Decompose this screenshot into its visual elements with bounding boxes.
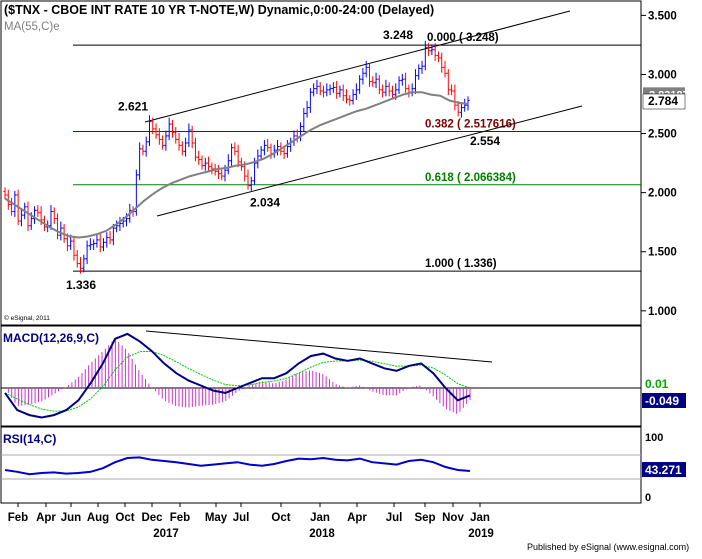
macd-trend-line: [145, 330, 493, 363]
x-tick-label: Jul: [233, 512, 250, 524]
fib-level-label: 0.000 ( 3.248): [427, 32, 499, 44]
x-tick-label: May: [205, 512, 228, 524]
x-tick-label: Feb: [170, 512, 190, 524]
y-tick-label: 3.000: [648, 69, 677, 81]
price-axis: 3.5003.0002.5002.0001.5001.0002.8318732.…: [641, 10, 695, 318]
x-tick-label: Jun: [61, 512, 81, 524]
last-price-box: [642, 93, 686, 110]
price-annotation: 1.336: [66, 278, 96, 292]
macd-panel: [0, 325, 642, 427]
macd-value: -0.049: [645, 394, 679, 408]
x-tick-label: Oct: [115, 512, 134, 524]
price-annotation: 2.554: [470, 134, 500, 148]
macd-signal-line: [4, 350, 471, 412]
x-year-label: 2019: [468, 528, 494, 540]
macd-line: [4, 332, 471, 419]
y-tick-label: 1.500: [648, 247, 677, 259]
x-tick-label: Apr: [347, 512, 367, 524]
rsi-tick-label: 100: [645, 432, 663, 444]
x-tick-label: Jul: [386, 512, 403, 524]
y-tick-label: 2.500: [648, 129, 677, 141]
footer-credit: Published by eSignal (www.esignal.com): [527, 542, 689, 552]
rsi-tick-label: 0: [645, 492, 651, 504]
price-panel: [0, 0, 642, 326]
y-tick-label: 3.500: [648, 10, 677, 22]
rsi-value-box: [642, 462, 686, 478]
time-axis: Feb Apr Jun Aug Oct Dec Feb May Jul Oct Jan Apr Jul S…: [8, 503, 494, 540]
x-tick-label: Jan: [470, 512, 490, 524]
price-annotation: 3.248: [383, 28, 413, 42]
watermark: © eSignal, 2011: [4, 314, 50, 322]
rsi-label: RSI(14,C): [3, 432, 56, 446]
macd-layer: 0.01 -0.049: [1, 330, 686, 419]
chart-title: ($TNX - CBOE INT RATE 10 YR T-NOTE,W) Dy…: [4, 3, 434, 17]
y-tick-label: 2.000: [648, 188, 677, 200]
macd-value-box: [642, 393, 686, 408]
price-annotation: 2.621: [118, 99, 148, 113]
last-price-label: 2.784: [648, 94, 678, 108]
x-year-label: 2018: [309, 528, 335, 540]
price-layer: 0.000 ( 3.248) 0.382 ( 2.517616) 0.618 ( 2…: [3, 10, 641, 292]
x-tick-label: Dec: [141, 512, 163, 524]
x-year-label: 2017: [153, 528, 179, 540]
rsi-value: 43.271: [645, 463, 682, 477]
x-tick-label: Oct: [271, 512, 290, 524]
channel-upper-line: [144, 10, 571, 123]
x-tick-label: Sep: [414, 512, 435, 524]
fib-level-label: 0.382 ( 2.517616): [425, 118, 516, 130]
fib-level-label: 1.000 ( 1.336): [425, 258, 497, 270]
rsi-line: [4, 456, 471, 476]
price-annotation: 2.034: [250, 196, 280, 210]
rsi-layer: 10050043.271: [1, 432, 686, 504]
macd-signal-value: 0.01: [645, 377, 669, 391]
x-tick-label: Nov: [442, 512, 464, 524]
rsi-panel: [0, 426, 642, 504]
fib-level-label: 0.618 ( 2.066384): [425, 172, 516, 184]
ma-label: MA(55,C)e: [4, 21, 60, 33]
ma55-line: [4, 91, 469, 239]
macd-label: MACD(12,26,9,C): [3, 331, 99, 345]
channel-lower-line: [156, 105, 583, 217]
x-tick-label: Feb: [8, 512, 28, 524]
x-tick-label: Aug: [87, 512, 109, 524]
x-tick-label: Apr: [36, 512, 56, 524]
y-tick-label: 1.000: [648, 306, 677, 318]
x-tick-label: Jan: [310, 512, 330, 524]
